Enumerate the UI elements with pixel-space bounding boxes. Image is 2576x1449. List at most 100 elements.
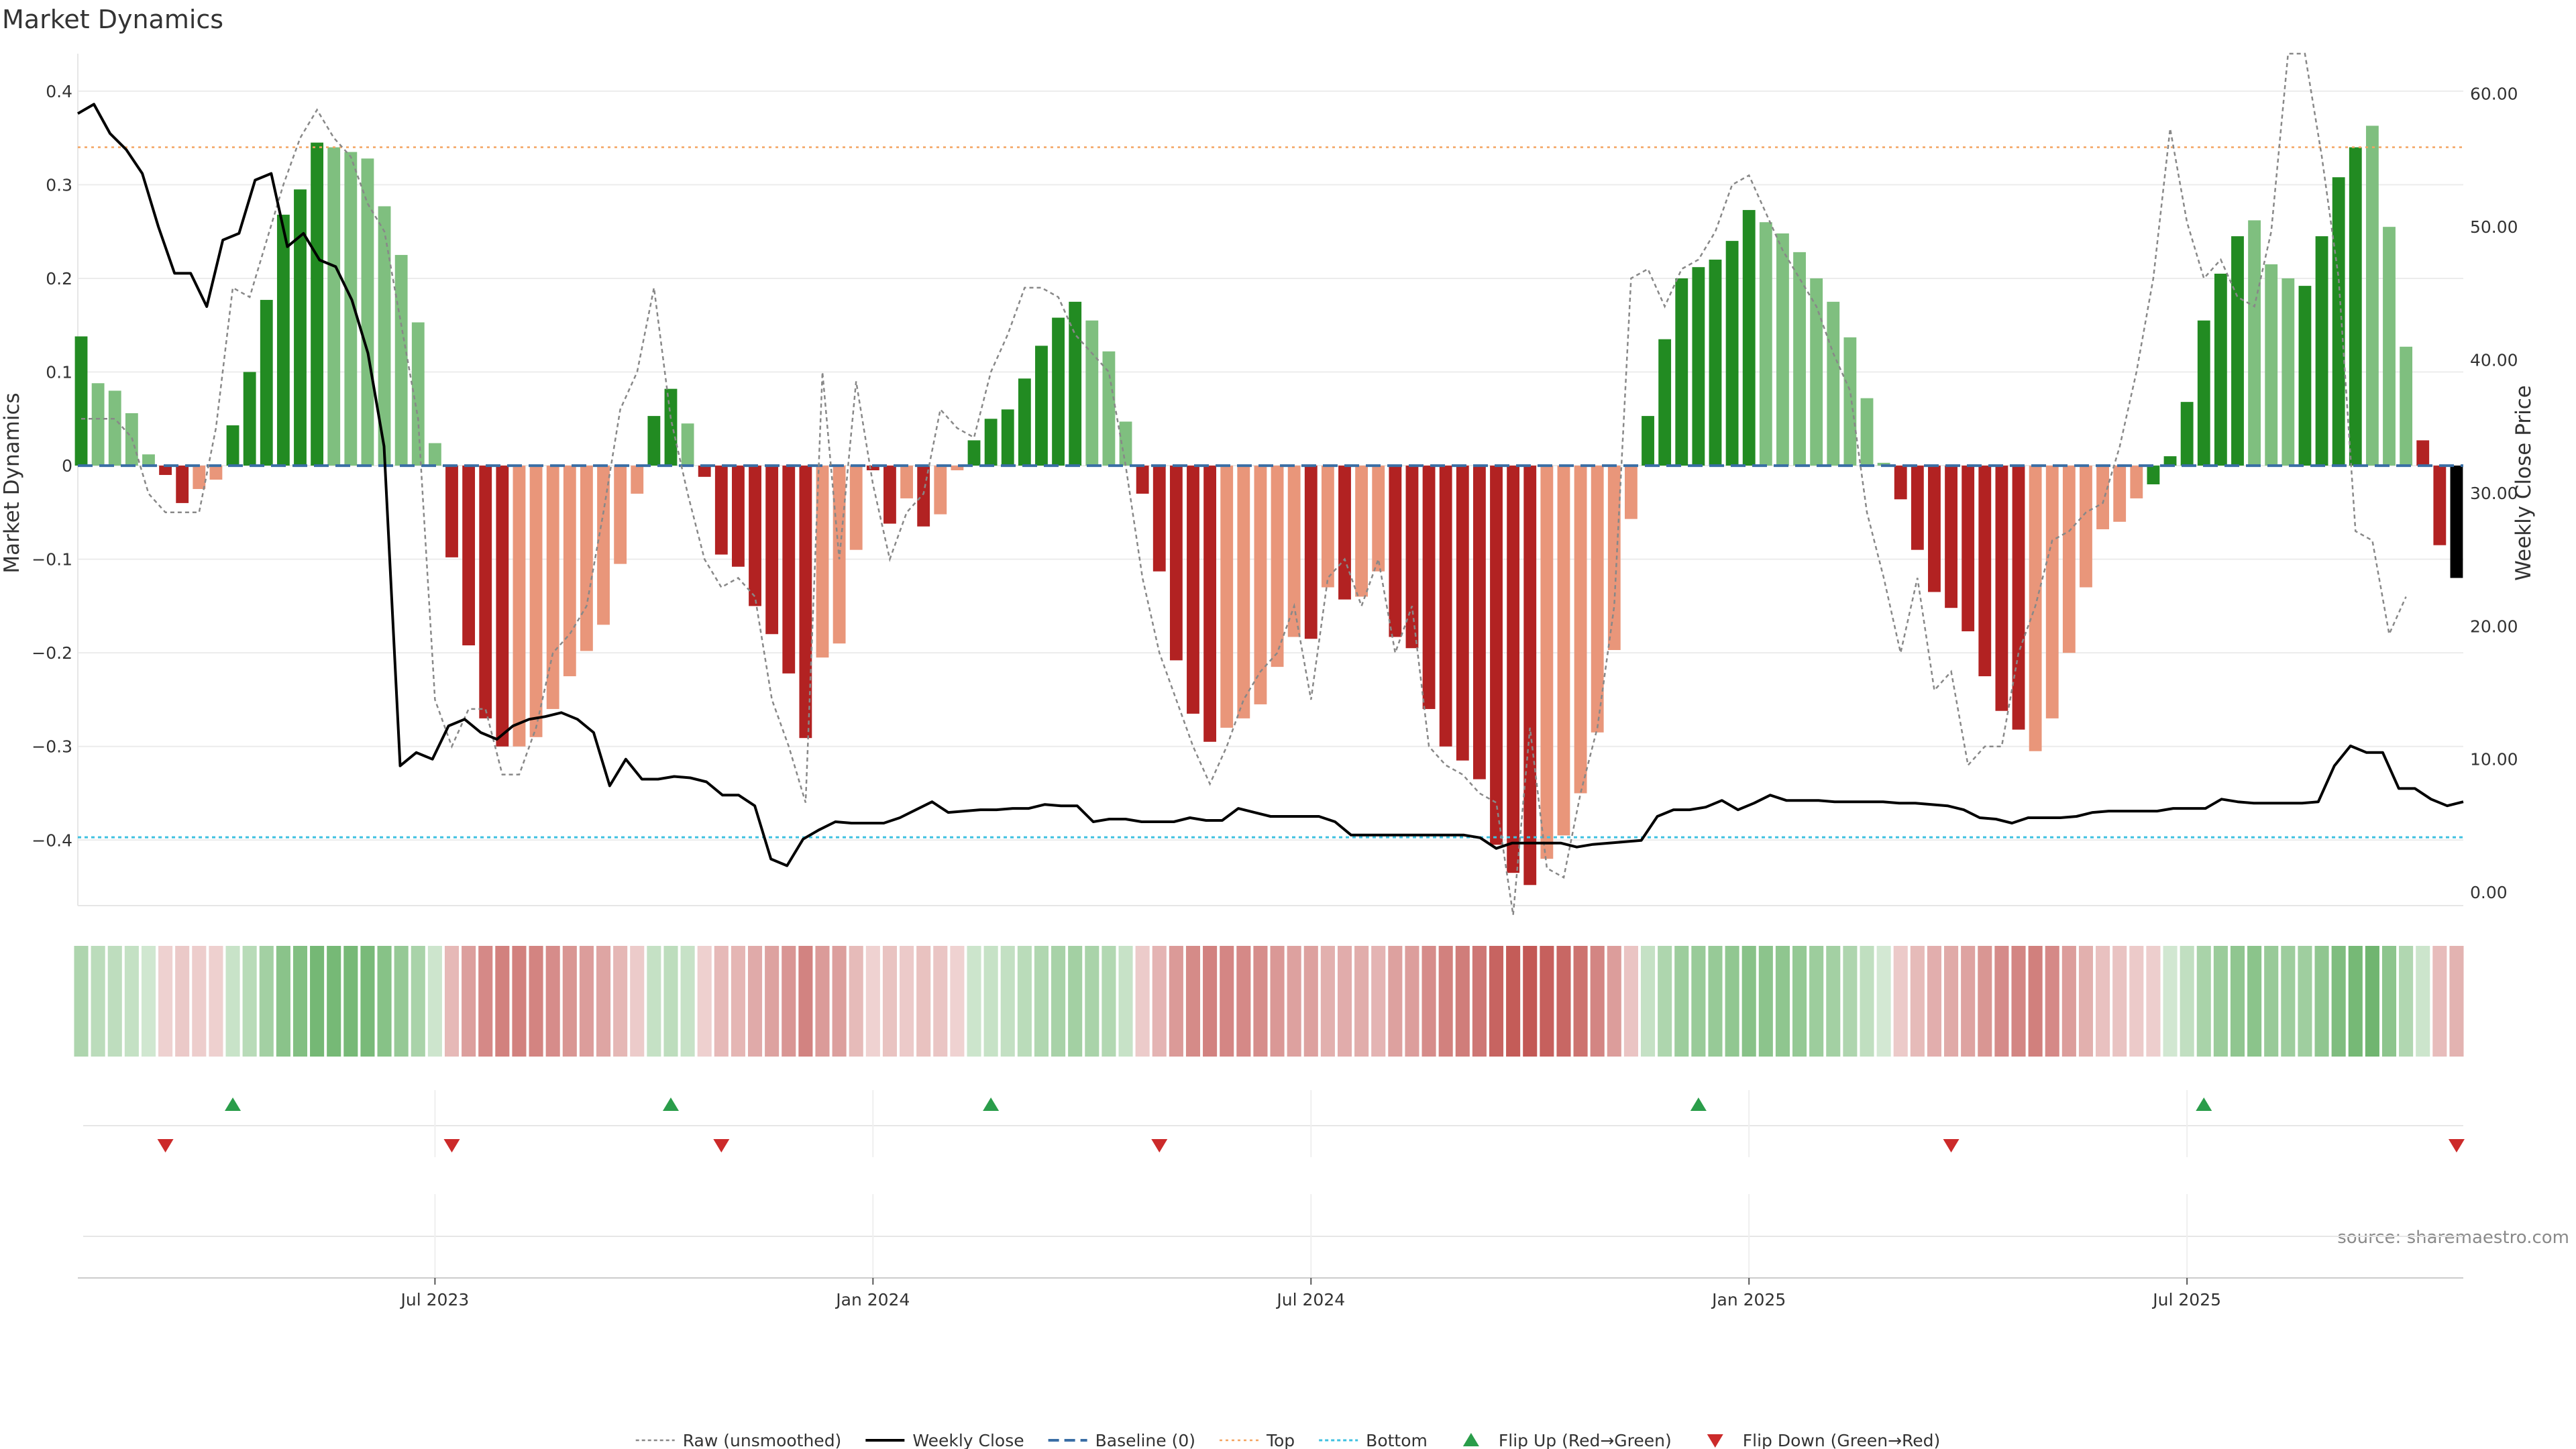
bar <box>1439 466 1452 747</box>
legend-label: Raw (unsmoothed) <box>683 1431 842 1449</box>
bar <box>176 466 189 503</box>
strip-cell <box>292 946 308 1057</box>
strip-cell <box>1725 946 1739 1057</box>
bar <box>1911 466 1924 550</box>
y2-tick-label: 0.00 <box>2470 883 2508 902</box>
strip-cell <box>1287 946 1301 1057</box>
strip-cell <box>2416 946 2430 1057</box>
strip-cell <box>91 946 105 1057</box>
strip-cell <box>1523 946 1538 1057</box>
strip-cell <box>1135 946 1150 1057</box>
y2-tick-label: 50.00 <box>2470 217 2518 237</box>
flip-markers <box>83 1090 2465 1278</box>
y2-tick-label: 60.00 <box>2470 85 2518 104</box>
bar <box>159 466 172 476</box>
legend-item: Flip Down (Green→Red) <box>1707 1431 1940 1449</box>
strip-cell <box>259 946 274 1057</box>
strip-cell <box>1506 946 1521 1057</box>
strip-cell <box>1203 946 1218 1057</box>
strip-cell <box>360 946 375 1057</box>
strip-cell <box>1623 946 1638 1057</box>
bar <box>1607 466 1621 650</box>
bar <box>1338 466 1351 600</box>
bar <box>1035 345 1048 466</box>
strip-cell <box>1051 946 1066 1057</box>
strip-cell <box>1102 946 1116 1057</box>
legend-item: Weekly Close <box>865 1431 1024 1449</box>
bar <box>2315 236 2328 466</box>
strip-cell <box>2365 946 2379 1057</box>
strip-cell <box>916 946 931 1057</box>
bar <box>2080 466 2092 588</box>
bar <box>243 372 256 466</box>
bar <box>209 466 223 480</box>
bar <box>1540 466 1554 859</box>
bar <box>1287 466 1301 637</box>
strip-cell <box>2230 946 2245 1057</box>
strip-cell <box>798 946 813 1057</box>
strip-cell <box>1826 946 1841 1057</box>
bar <box>782 466 796 674</box>
y-tick-label: 0.4 <box>46 82 72 101</box>
bar <box>1237 466 1250 718</box>
strip-cell <box>1068 946 1083 1057</box>
strip-cell <box>815 946 830 1057</box>
strip-cell <box>950 946 965 1057</box>
strip-cell <box>1220 946 1234 1057</box>
tick-labels: 0.4 0.3 0.2 0.1 0 −0.1 −0.2 −0.3 −0.4 60.00 50.00 4… <box>32 82 2518 902</box>
bar <box>1304 466 1318 639</box>
strip-cell <box>697 946 712 1057</box>
bar <box>1591 466 1604 733</box>
strip-cell <box>1590 946 1605 1057</box>
bar <box>1069 301 1082 466</box>
strip-cell <box>1893 946 1908 1057</box>
bar <box>2349 147 2362 466</box>
flip-up-marker <box>1690 1097 1707 1111</box>
legend-swatch-flip-down <box>1707 1434 1723 1448</box>
bar <box>664 388 678 466</box>
bar <box>967 440 981 466</box>
strip-cell <box>1000 946 1015 1057</box>
strip-cell <box>242 946 257 1057</box>
y-tick-label: −0.1 <box>32 550 72 570</box>
strip-cell <box>411 946 425 1057</box>
strip-cell <box>1337 946 1352 1057</box>
strip-cell <box>2112 946 2127 1057</box>
bar <box>614 466 627 564</box>
strip-cell <box>2028 946 2043 1057</box>
strip-cell <box>141 946 156 1057</box>
bar <box>2197 320 2210 466</box>
strip-cell <box>1405 946 1419 1057</box>
strip-cell <box>2061 946 2076 1057</box>
bar <box>1372 466 1385 572</box>
bar <box>411 322 425 466</box>
bar <box>2450 466 2463 578</box>
bar <box>2045 466 2059 718</box>
strip-cell <box>2213 946 2228 1057</box>
weekly-close-line <box>76 103 2464 867</box>
strip-cell <box>1354 946 1369 1057</box>
bar <box>2113 466 2127 522</box>
bar <box>2433 466 2447 545</box>
strip-cell <box>1674 946 1689 1057</box>
bar <box>1490 466 1503 845</box>
strip-cell <box>209 946 223 1057</box>
y2-tick-label: 10.00 <box>2470 750 2518 769</box>
strip-cell <box>747 946 763 1057</box>
bar <box>1658 339 1672 466</box>
bar <box>1507 466 1520 873</box>
bar <box>816 466 829 658</box>
strip-cell <box>444 946 460 1057</box>
strip-cell <box>731 946 745 1057</box>
strip-cell <box>1843 946 1858 1057</box>
x-tick-label: Jul 2024 <box>1275 1290 1345 1309</box>
bar <box>1574 466 1587 794</box>
strip-cell <box>107 946 122 1057</box>
bar <box>799 466 812 739</box>
strip-cell <box>1152 946 1167 1057</box>
bar <box>276 215 290 466</box>
strip-cell <box>343 946 358 1057</box>
y2-tick-label: 20.00 <box>2470 616 2518 636</box>
strip-cell <box>1978 946 1992 1057</box>
